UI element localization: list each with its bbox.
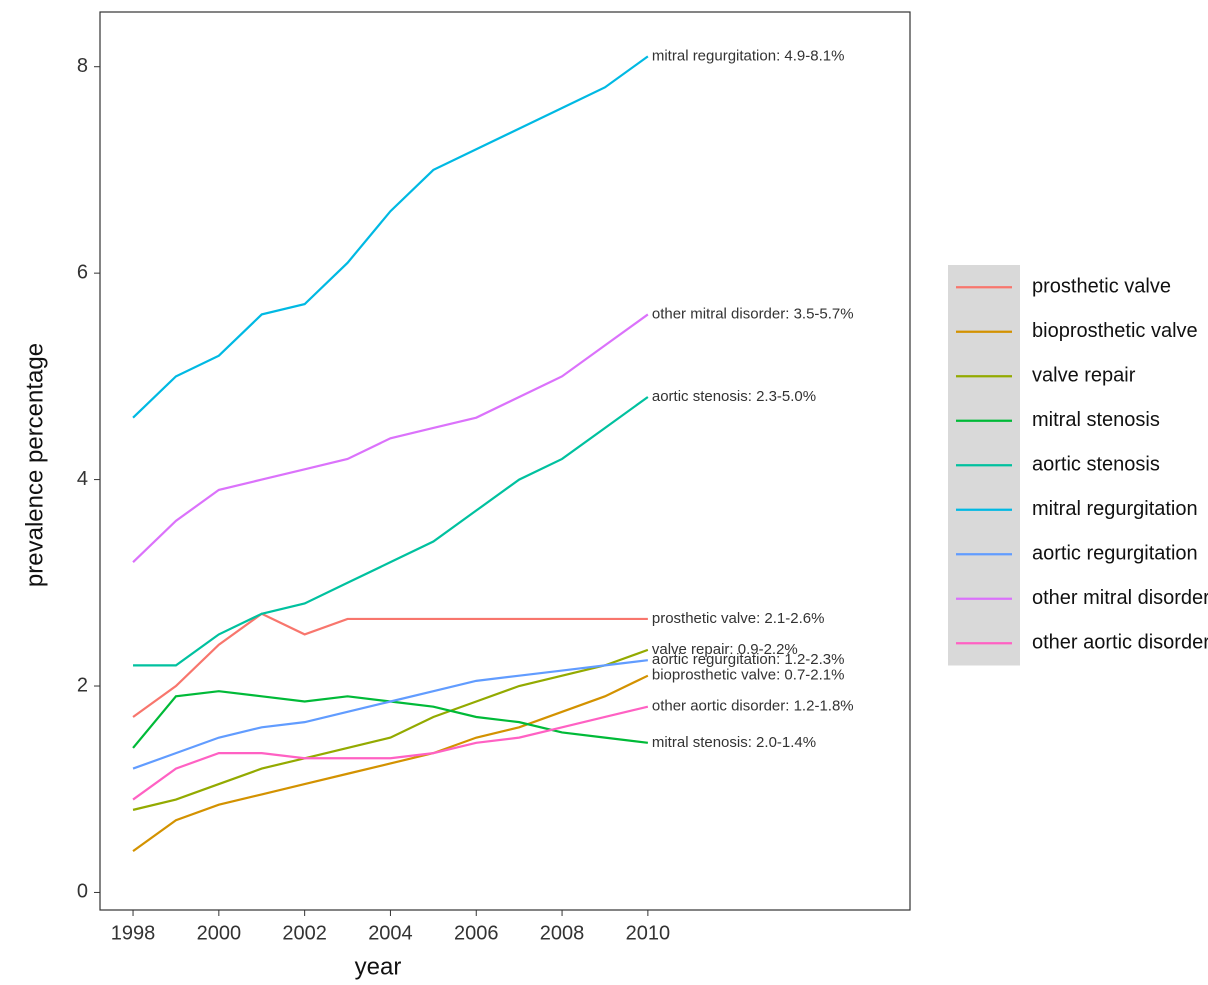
series-line [132,612,648,718]
y-tick-label: 4 [77,468,88,490]
x-tick-label: 2002 [282,922,327,944]
y-tick-label: 2 [77,674,88,696]
series-annotation: mitral stenosis: 2.0-1.4% [652,734,816,751]
legend-label: mitral regurgitation [1032,498,1198,520]
legend-label: other aortic disorder [1032,632,1208,654]
series-annotation: mitral regurgitation: 4.9-8.1% [652,47,845,64]
series-annotation: other aortic disorder: 1.2-1.8% [652,698,854,715]
legend-label: aortic stenosis [1032,454,1160,476]
series-line [133,396,649,667]
legend-label: prosthetic valve [1032,276,1171,298]
legend-label: aortic regurgitation [1032,543,1198,565]
series-annotation: bioprosthetic valve: 0.7-2.1% [652,667,845,684]
y-tick-label: 6 [77,261,88,283]
series-annotation: aortic stenosis: 2.3-5.0% [652,388,816,405]
x-axis-title: year [355,953,402,980]
legend-label: bioprosthetic valve [1032,320,1198,342]
series-line [132,674,649,853]
series-line [132,705,649,801]
series-line [132,55,649,419]
x-tick-label: 1998 [111,922,156,944]
y-axis-title: prevalence percentage [21,343,48,587]
series-annotation: valve repair: 0.9-2.2% [652,641,798,658]
x-tick-label: 2008 [540,922,585,944]
series-line [132,659,648,770]
series-annotation: other mitral disorder: 3.5-5.7% [652,305,854,322]
series-annotation: prosthetic valve: 2.1-2.6% [652,610,825,627]
legend-label: mitral stenosis [1032,409,1160,431]
plot-panel [99,11,911,911]
series-annotation: aortic regurgitation: 1.2-2.3% [652,651,845,668]
series-line [132,313,649,563]
x-tick-label: 2010 [626,922,671,944]
y-tick-label: 0 [77,881,88,903]
x-tick-label: 2000 [197,922,242,944]
x-tick-label: 2006 [454,922,499,944]
series-line [132,648,649,811]
legend-label: valve repair [1032,365,1136,387]
y-tick-label: 8 [77,55,88,77]
x-tick-label: 2004 [368,922,413,944]
legend-label: other mitral disorder [1032,587,1208,609]
